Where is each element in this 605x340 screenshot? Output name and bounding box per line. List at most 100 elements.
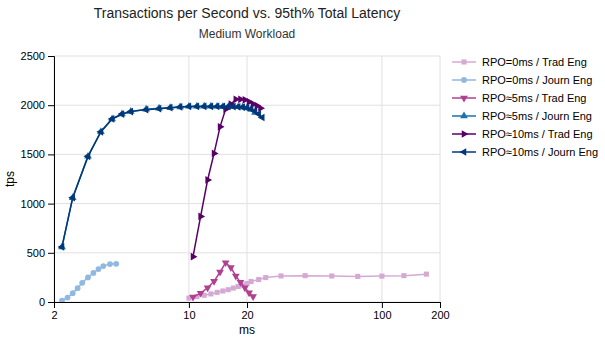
series: [58, 103, 265, 251]
grid-line: [54, 252, 440, 253]
point: [243, 104, 250, 112]
point: [142, 106, 149, 114]
legend-marker: [461, 77, 467, 83]
series: [59, 261, 119, 302]
point: [200, 103, 207, 111]
grid-line: [54, 203, 440, 204]
plot: 2102010020005001000150020002500: [21, 50, 450, 321]
tick-label: 0: [39, 296, 45, 308]
tick-mark: [382, 302, 383, 308]
series: [186, 272, 429, 301]
point: [58, 243, 65, 251]
legend-label: RPO≈10ms / Journ Eng: [482, 146, 598, 158]
tick: 100: [373, 302, 391, 321]
point: [226, 287, 231, 292]
point: [100, 263, 106, 269]
legend-marker: [460, 148, 467, 156]
tick-mark: [48, 56, 54, 57]
series: [58, 102, 259, 249]
grid-line: [440, 56, 441, 302]
grid-line: [381, 56, 382, 302]
point: [197, 291, 205, 298]
point: [79, 280, 85, 286]
tick: 200: [431, 302, 449, 321]
point: [232, 274, 240, 281]
grid-line: [54, 56, 440, 57]
y-axis-title: tps: [3, 171, 17, 187]
axis-line: [55, 303, 441, 309]
point: [166, 104, 173, 112]
series-line: [193, 263, 253, 297]
tick: 1500: [21, 148, 54, 160]
point: [184, 103, 191, 111]
legend-label: RPO≈5ms / Journ Eng: [482, 110, 592, 122]
point: [379, 274, 384, 279]
axis-line: [48, 57, 55, 303]
point: [107, 261, 113, 267]
point: [91, 270, 97, 276]
point: [256, 277, 261, 282]
tick: 20: [241, 302, 253, 321]
series-line: [62, 264, 116, 301]
point: [198, 213, 205, 221]
tick-label: 2500: [21, 50, 45, 62]
tick-mark: [48, 204, 54, 205]
legend-item: RPO≈5ms / Trad Eng: [452, 92, 586, 104]
grid-line: [188, 56, 189, 302]
point: [189, 295, 197, 302]
tick: 2: [51, 302, 57, 321]
point: [59, 298, 65, 302]
point: [208, 291, 213, 296]
legend-item: RPO=0ms / Trad Eng: [452, 56, 587, 68]
legend-item: RPO≈5ms / Journ Eng: [452, 110, 592, 122]
point: [108, 115, 115, 123]
point: [215, 290, 220, 295]
point: [249, 294, 257, 301]
point: [258, 114, 265, 122]
point: [176, 103, 183, 111]
point: [263, 275, 268, 280]
point: [117, 110, 124, 118]
point: [70, 290, 76, 296]
tick: 500: [27, 247, 54, 259]
point: [84, 152, 91, 160]
y-axis: 0 500 1000 1500 2000 2500: [21, 50, 55, 308]
grid: [54, 56, 440, 302]
point: [75, 285, 81, 291]
point: [96, 266, 102, 272]
tick: 10: [183, 302, 195, 321]
point: [113, 261, 119, 267]
legend-label: RPO=0ms / Journ Eng: [482, 74, 592, 86]
tick-label: 1000: [21, 198, 45, 210]
point: [68, 194, 75, 202]
legend-label: RPO≈5ms / Trad Eng: [482, 92, 586, 104]
tick-label: 2000: [21, 99, 45, 111]
series-line: [193, 99, 261, 256]
tick: 2500: [21, 50, 54, 62]
tick: 0: [39, 296, 54, 308]
series: [191, 95, 265, 260]
legend: RPO=0ms / Trad Eng RPO=0ms / Journ Eng RPO…: [452, 56, 598, 158]
legend-item: RPO≈10ms / Journ Eng: [452, 146, 598, 158]
grid-line: [247, 56, 248, 302]
grid-line: [54, 154, 440, 155]
x-axis-title: ms: [239, 323, 255, 337]
tick-mark: [48, 154, 54, 155]
tick: 2000: [21, 99, 54, 111]
point: [191, 253, 198, 261]
point: [85, 275, 91, 281]
point: [96, 128, 103, 136]
point: [303, 273, 308, 278]
point: [192, 103, 199, 111]
tick-label: 2: [51, 309, 57, 321]
tick-label: 1500: [21, 148, 45, 160]
series: [189, 260, 257, 301]
legend-marker: [462, 130, 469, 138]
tick-mark: [247, 302, 248, 308]
tick-label: 100: [373, 309, 391, 321]
point: [258, 104, 265, 112]
point: [65, 295, 71, 301]
point: [126, 108, 133, 116]
point: [213, 103, 220, 111]
chart: 2102010020005001000150020002500Transacti…: [0, 0, 605, 340]
